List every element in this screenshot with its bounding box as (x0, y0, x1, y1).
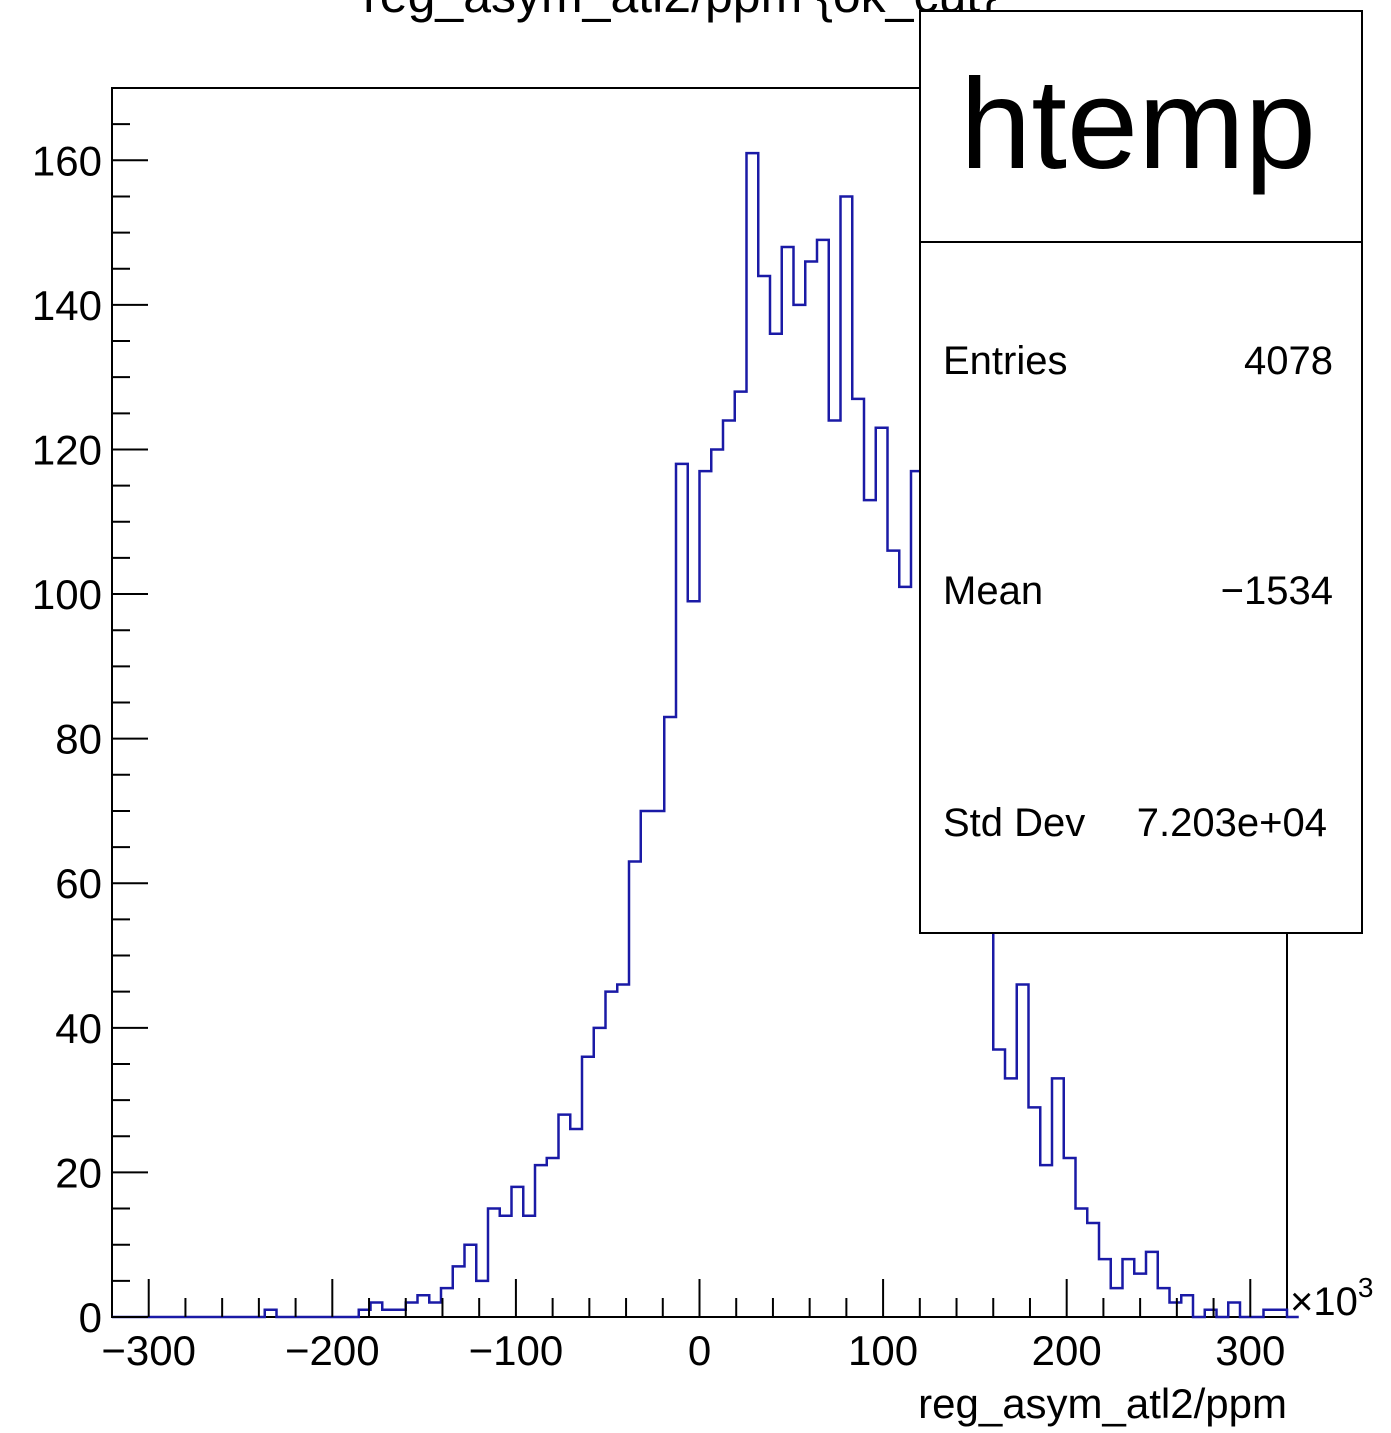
x-tick-label: 0 (688, 1327, 711, 1374)
stats-box: htemp Entries 4078 Mean −1534 Std Dev 7.… (919, 10, 1363, 934)
y-tick-label: 100 (32, 571, 102, 618)
stats-mean-value: −1534 (1221, 569, 1333, 613)
y-tick-label: 40 (55, 1005, 102, 1052)
y-tick-label: 0 (79, 1294, 102, 1341)
stats-stddev-value: 7.203e+04 (1137, 801, 1327, 845)
x-tick-label: −100 (469, 1327, 564, 1374)
stats-stddev-label: Std Dev (943, 801, 1085, 845)
stats-entries-value: 4078 (1244, 339, 1333, 383)
x-tick-label: −200 (285, 1327, 380, 1374)
y-tick-label: 160 (32, 137, 102, 184)
y-tick-label: 60 (55, 860, 102, 907)
x-tick-label: 200 (1032, 1327, 1102, 1374)
stats-entries-label: Entries (943, 339, 1068, 383)
y-tick-label: 140 (32, 282, 102, 329)
y-axis-ticks (112, 87, 148, 1318)
chart-title: reg_asym_atl2/ppm {ok_cut} (363, 0, 997, 23)
y-axis-tick-labels: 0 20 40 60 80 100 120 140 160 (32, 137, 102, 1341)
stats-mean-label: Mean (943, 569, 1043, 613)
x-tick-label: −300 (101, 1327, 196, 1374)
x-tick-label: 100 (848, 1327, 918, 1374)
histogram-line (112, 151, 1299, 1319)
stats-box-frame (919, 10, 1363, 934)
y-tick-label: 20 (55, 1149, 102, 1196)
x-axis-label: reg_asym_atl2/ppm (918, 1380, 1287, 1427)
y-tick-label: 80 (55, 716, 102, 763)
x-axis-ticks (147, 1279, 1252, 1317)
x-tick-label: 300 (1215, 1327, 1285, 1374)
stats-box-name: htemp (960, 53, 1316, 196)
x-axis-tick-labels: −300 −200 −100 0 100 200 300 (101, 1327, 1285, 1374)
y-tick-label: 120 (32, 426, 102, 473)
x-axis-multiplier-exponent: 3 (1358, 1272, 1374, 1303)
x-axis-multiplier: ×103 (1290, 1272, 1373, 1324)
